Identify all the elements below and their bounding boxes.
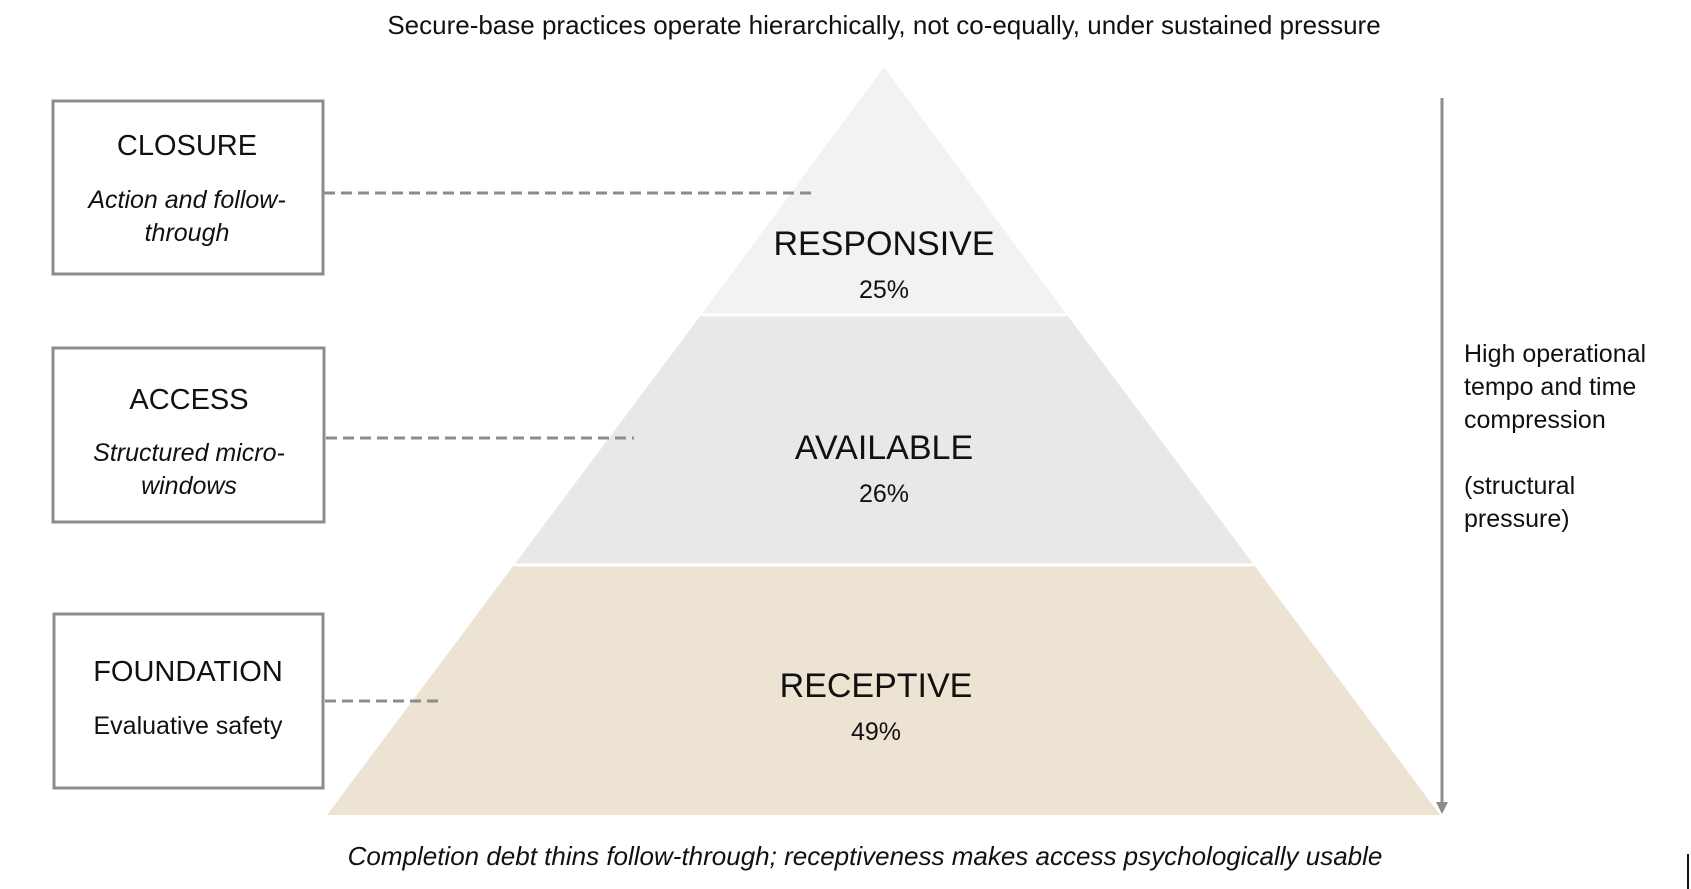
- closure-subtitle-line-1: Action and follow-: [86, 186, 285, 214]
- access-subtitle-line-1: Structured micro-: [93, 439, 285, 467]
- foundation-box: FOUNDATION Evaluative safety: [52, 612, 325, 790]
- pyramid: RESPONSIVE 25% AVAILABLE 26% RECEPTIVE 4…: [327, 67, 1440, 815]
- foundation-subtitle: Evaluative safety: [94, 712, 283, 740]
- layer-available-shape: [514, 315, 1254, 565]
- foundation-title: FOUNDATION: [93, 656, 283, 688]
- arrow-down-icon: [1436, 802, 1448, 814]
- layer-responsive-shape: [701, 67, 1067, 315]
- pressure-line-6: pressure): [1464, 505, 1570, 533]
- layer-receptive-shape: [327, 565, 1440, 815]
- layer-responsive-label: RESPONSIVE: [773, 225, 994, 263]
- pressure-line-5: (structural: [1464, 472, 1575, 500]
- layer-available-percent: 26%: [859, 480, 909, 508]
- access-box: ACCESS Structured micro- windows: [51, 346, 326, 524]
- diagram-caption: Completion debt thins follow-through; re…: [348, 841, 1383, 871]
- access-subtitle-line-2: windows: [141, 472, 237, 500]
- diagram-title: Secure-base practices operate hierarchic…: [387, 10, 1380, 40]
- layer-receptive-label: RECEPTIVE: [780, 667, 973, 705]
- pressure-line-1: High operational: [1464, 340, 1646, 368]
- foundation-box-frame: [52, 612, 325, 790]
- pressure-label: High operational tempo and time compress…: [1464, 340, 1646, 533]
- pressure-arrow: [1436, 98, 1448, 814]
- layer-responsive-percent: 25%: [859, 276, 909, 304]
- closure-subtitle-line-2: through: [145, 219, 230, 247]
- closure-box: CLOSURE Action and follow- through: [51, 99, 325, 276]
- closure-box-frame: [51, 99, 325, 276]
- access-box-frame: [51, 346, 326, 524]
- layer-receptive-percent: 49%: [851, 718, 901, 746]
- closure-title: CLOSURE: [117, 130, 257, 162]
- pressure-line-3: compression: [1464, 406, 1606, 434]
- pressure-line-2: tempo and time: [1464, 373, 1636, 401]
- layer-available-label: AVAILABLE: [795, 429, 973, 467]
- access-title: ACCESS: [129, 384, 248, 416]
